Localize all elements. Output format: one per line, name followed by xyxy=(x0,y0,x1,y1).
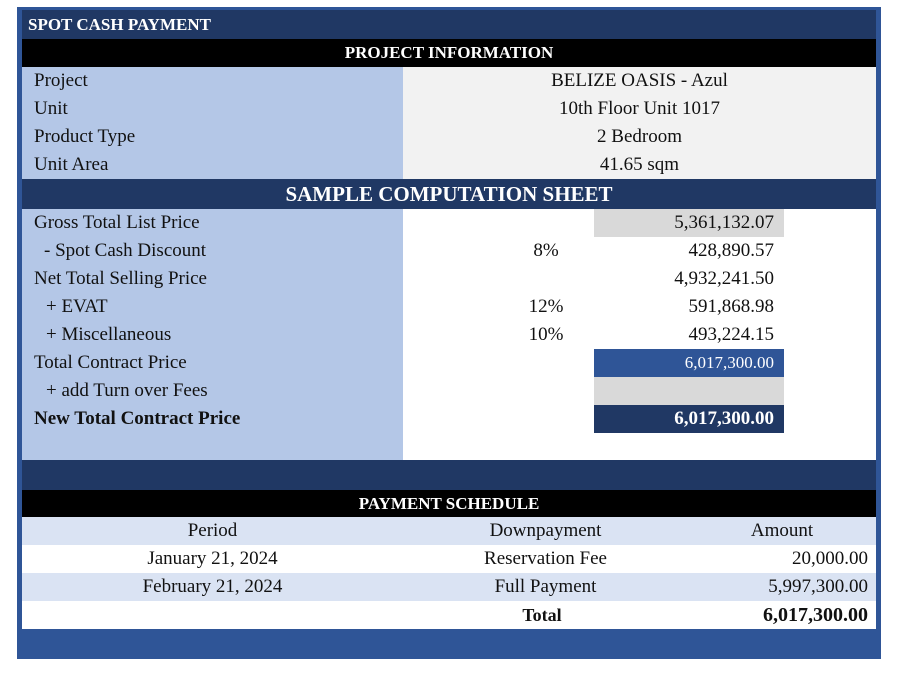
computation-label: + EVAT xyxy=(46,296,108,317)
project-info-row: Product Type 2 Bedroom xyxy=(22,123,876,151)
sheet-title: SPOT CASH PAYMENT xyxy=(22,10,876,39)
computation-row: + EVAT 12% 591,868.98 xyxy=(22,293,876,321)
project-info-header: PROJECT INFORMATION xyxy=(22,39,876,67)
computation-row: + Miscellaneous 10% 493,224.15 xyxy=(22,321,876,349)
total-amount: 6,017,300.00 xyxy=(763,604,868,626)
info-label: Unit xyxy=(34,98,68,119)
computation-row: Total Contract Price 6,017,300.00 xyxy=(22,349,876,377)
computation-value: 428,890.57 xyxy=(688,240,775,261)
computation-value: 6,017,300.00 xyxy=(594,349,784,377)
computation-percent: 8% xyxy=(533,240,559,261)
info-value: 2 Bedroom xyxy=(597,126,682,147)
col-downpayment: Downpayment xyxy=(489,520,602,541)
schedule-amount: 5,997,300.00 xyxy=(768,576,868,597)
schedule-row: February 21, 2024 Full Payment 5,997,300… xyxy=(22,573,876,601)
computation-value: 4,932,241.50 xyxy=(674,268,774,289)
computation-label: + add Turn over Fees xyxy=(46,380,208,401)
info-label: Product Type xyxy=(34,126,136,147)
computation-value: 5,361,132.07 xyxy=(594,209,784,237)
computation-percent: 10% xyxy=(528,324,564,345)
info-value: BELIZE OASIS - Azul xyxy=(551,70,728,91)
info-value: 41.65 sqm xyxy=(599,154,680,175)
computation-percent: 12% xyxy=(528,296,564,317)
col-amount: Amount xyxy=(750,520,814,541)
schedule-header: PAYMENT SCHEDULE xyxy=(22,490,876,517)
computation-label: - Spot Cash Discount xyxy=(44,240,207,261)
schedule-type: Reservation Fee xyxy=(484,548,607,569)
computation-value: 493,224.15 xyxy=(688,324,775,345)
computation-label: New Total Contract Price xyxy=(34,408,241,429)
schedule-type: Full Payment xyxy=(494,576,597,597)
info-value: 10th Floor Unit 1017 xyxy=(559,98,720,119)
computation-row: Net Total Selling Price 4,932,241.50 xyxy=(22,265,876,293)
project-info-row: Unit 10th Floor Unit 1017 xyxy=(22,95,876,123)
computation-value: 591,868.98 xyxy=(688,296,775,317)
info-label: Project xyxy=(34,70,88,91)
spot-cash-sheet: SPOT CASH PAYMENT PROJECT INFORMATION Pr… xyxy=(17,7,881,659)
schedule-column-headers: Period Downpayment Amount xyxy=(22,517,876,545)
computation-row: - Spot Cash Discount 8% 428,890.57 xyxy=(22,237,876,265)
computation-row: New Total Contract Price 6,017,300.00 xyxy=(22,405,876,433)
schedule-total-row: Total 6,017,300.00 xyxy=(22,601,876,629)
schedule-period: February 21, 2024 xyxy=(142,576,283,597)
computation-row: Gross Total List Price 5,361,132.07 xyxy=(22,209,876,237)
project-info-row: Unit Area 41.65 sqm xyxy=(22,151,876,179)
computation-row: + add Turn over Fees xyxy=(22,377,876,405)
spacer-band xyxy=(22,460,876,490)
col-period: Period xyxy=(187,520,238,541)
schedule-row: January 21, 2024 Reservation Fee 20,000.… xyxy=(22,545,876,573)
computation-label: Total Contract Price xyxy=(34,352,187,373)
schedule-amount: 20,000.00 xyxy=(792,548,868,569)
computation-label: + Miscellaneous xyxy=(46,324,172,345)
computation-value xyxy=(594,377,784,405)
total-label: Total xyxy=(522,605,562,625)
computation-label: Gross Total List Price xyxy=(34,212,200,233)
project-info-row: Project BELIZE OASIS - Azul xyxy=(22,67,876,95)
schedule-period: January 21, 2024 xyxy=(147,548,278,569)
computation-label: Net Total Selling Price xyxy=(34,268,207,289)
info-label: Unit Area xyxy=(34,154,109,175)
computation-value: 6,017,300.00 xyxy=(594,405,784,433)
computation-header: SAMPLE COMPUTATION SHEET xyxy=(22,179,876,209)
